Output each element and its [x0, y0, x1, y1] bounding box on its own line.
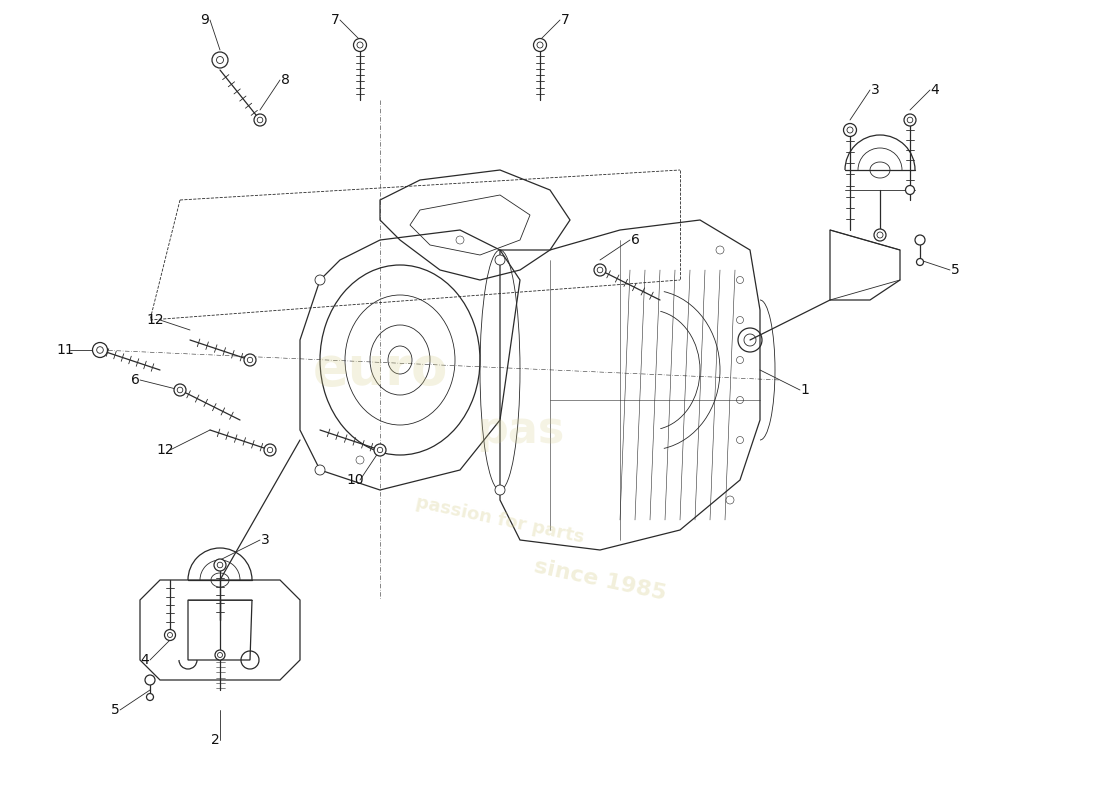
Text: 3: 3 [870, 83, 879, 97]
Text: 7: 7 [331, 13, 340, 27]
Circle shape [212, 52, 228, 68]
Text: since 1985: since 1985 [532, 556, 668, 604]
Circle shape [146, 694, 154, 701]
Circle shape [165, 630, 176, 641]
Text: 12: 12 [146, 313, 164, 327]
Text: 4: 4 [141, 653, 150, 667]
Circle shape [315, 465, 324, 475]
Circle shape [534, 38, 547, 51]
Text: pas: pas [476, 409, 564, 451]
Text: 6: 6 [630, 233, 639, 247]
Text: 2: 2 [210, 733, 219, 747]
Circle shape [353, 38, 366, 51]
Text: 12: 12 [156, 443, 174, 457]
Circle shape [174, 384, 186, 396]
Text: 4: 4 [931, 83, 939, 97]
Text: 10: 10 [346, 473, 364, 487]
Text: 6: 6 [131, 373, 140, 387]
Circle shape [844, 123, 857, 137]
Circle shape [214, 650, 225, 660]
Circle shape [495, 255, 505, 265]
Text: 1: 1 [801, 383, 810, 397]
Text: euro: euro [312, 344, 448, 396]
Circle shape [214, 559, 225, 571]
Circle shape [874, 229, 886, 241]
Text: 11: 11 [56, 343, 74, 357]
Text: 7: 7 [561, 13, 570, 27]
Text: 5: 5 [111, 703, 120, 717]
Text: 3: 3 [261, 533, 270, 547]
Circle shape [915, 235, 925, 245]
Text: passion for parts: passion for parts [414, 494, 586, 546]
Text: 8: 8 [280, 73, 289, 87]
Circle shape [145, 675, 155, 685]
Circle shape [594, 264, 606, 276]
Circle shape [92, 342, 108, 358]
Circle shape [315, 275, 324, 285]
Circle shape [916, 258, 924, 266]
Circle shape [904, 114, 916, 126]
Circle shape [244, 354, 256, 366]
Circle shape [905, 186, 914, 194]
Circle shape [264, 444, 276, 456]
Text: 5: 5 [950, 263, 959, 277]
Text: 9: 9 [200, 13, 209, 27]
Circle shape [254, 114, 266, 126]
Circle shape [374, 444, 386, 456]
Circle shape [495, 485, 505, 495]
